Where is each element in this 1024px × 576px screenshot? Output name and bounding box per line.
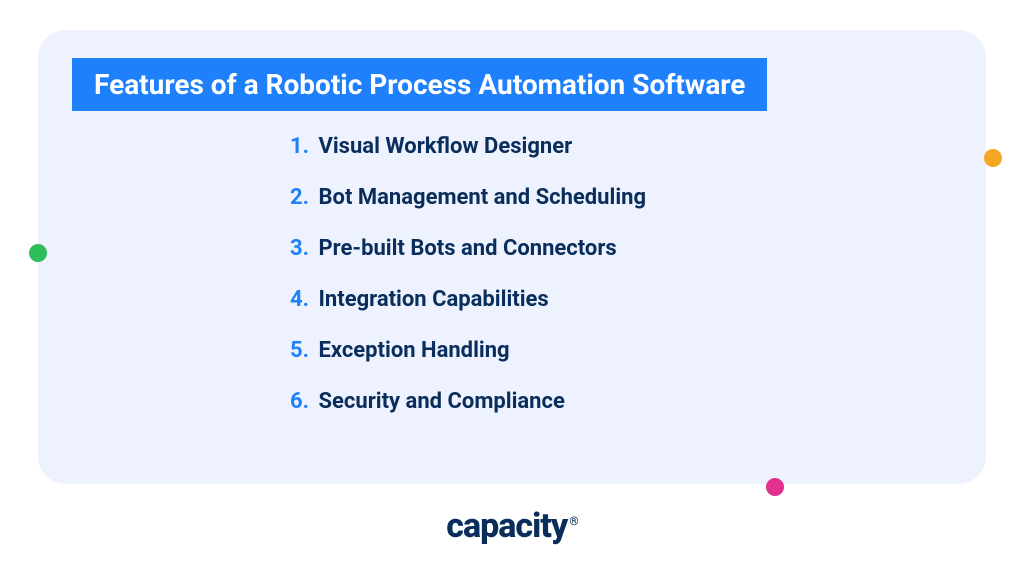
list-item: 4. Integration Capabilities (290, 287, 850, 312)
title-text: Features of a Robotic Process Automation… (94, 68, 745, 101)
item-text: Integration Capabilities (318, 287, 548, 312)
list-item: 6. Security and Compliance (290, 389, 850, 414)
logo-text: capacity (446, 506, 567, 546)
item-number: 3. (290, 236, 309, 261)
item-text: Visual Workflow Designer (318, 134, 572, 159)
list-item: 1. Visual Workflow Designer (290, 134, 850, 159)
item-number: 2. (290, 185, 309, 210)
feature-list: 1. Visual Workflow Designer 2. Bot Manag… (290, 134, 850, 440)
decorative-dot-orange (984, 149, 1002, 167)
brand-logo: capacity® (0, 506, 1024, 546)
title-bar: Features of a Robotic Process Automation… (72, 58, 767, 111)
item-number: 4. (290, 287, 309, 312)
item-number: 6. (290, 389, 309, 414)
list-item: 3. Pre-built Bots and Connectors (290, 236, 850, 261)
decorative-dot-pink (766, 478, 784, 496)
registered-mark: ® (569, 514, 577, 528)
decorative-dot-green (29, 244, 47, 262)
list-item: 5. Exception Handling (290, 338, 850, 363)
item-text: Bot Management and Scheduling (318, 185, 646, 210)
item-number: 5. (290, 338, 309, 363)
item-text: Security and Compliance (318, 389, 564, 414)
item-text: Pre-built Bots and Connectors (318, 236, 616, 261)
item-text: Exception Handling (318, 338, 509, 363)
list-item: 2. Bot Management and Scheduling (290, 185, 850, 210)
item-number: 1. (290, 134, 309, 159)
